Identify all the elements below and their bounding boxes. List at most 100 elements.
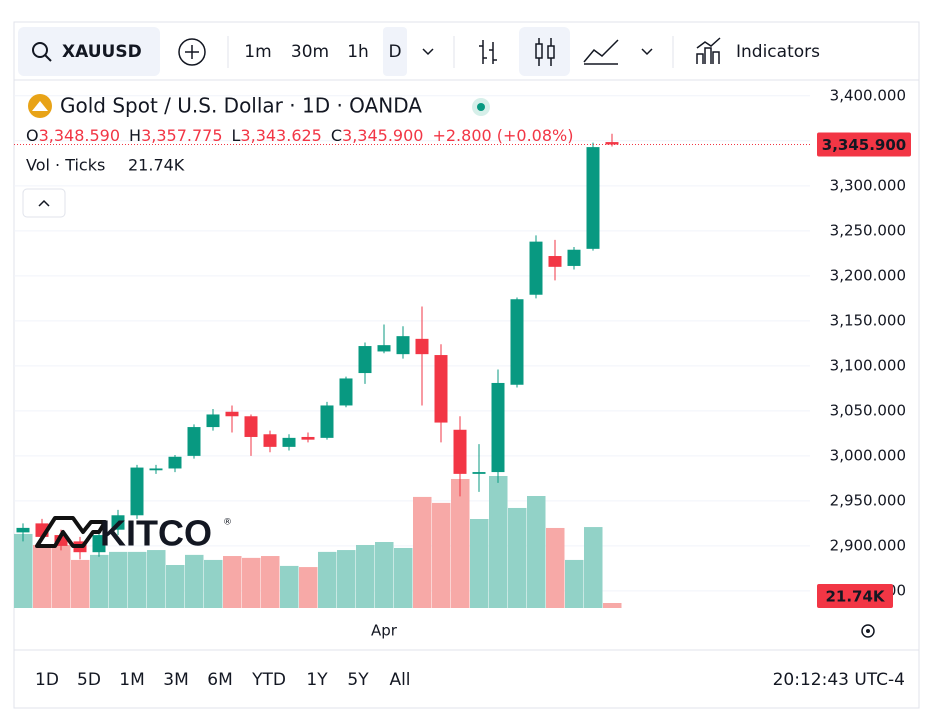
compare-button[interactable] (178, 38, 206, 66)
symbol-search[interactable] (18, 27, 160, 76)
clock: 20:12:43 UTC-4 (773, 670, 905, 690)
ohlc-value: 3,343.625 (240, 126, 321, 145)
volume-badge (817, 584, 893, 608)
settings-icon (866, 629, 870, 633)
interval[interactable]: D (388, 42, 401, 62)
candle-body (548, 256, 562, 267)
candle-body (244, 416, 258, 437)
chevron-up (38, 199, 50, 207)
volume-bar (242, 557, 261, 608)
volume-bar (71, 559, 90, 608)
candle-body (453, 429, 467, 474)
collapse-button[interactable] (22, 188, 66, 218)
area-icon[interactable] (583, 39, 619, 65)
volume-bar (223, 556, 242, 608)
y-tick-label: 3,000.000 (830, 446, 906, 464)
volume-bar (280, 565, 299, 608)
ohlc-value: 3,348.590 (39, 126, 120, 145)
indicators-icon[interactable] (696, 37, 721, 64)
volume-bar (128, 551, 147, 608)
candles-icon (547, 45, 555, 59)
x-tick-label: Apr (371, 622, 398, 640)
bars-icon[interactable] (479, 40, 497, 64)
range-button[interactable]: 1D (35, 670, 59, 690)
volume-legend-value: 21.74K (128, 156, 185, 175)
volume-bar (166, 564, 185, 608)
volume-bar (109, 551, 128, 608)
grid (14, 95, 810, 592)
volume-bar (603, 603, 622, 608)
chevron[interactable] (422, 48, 434, 56)
y-tick-label: 3,250.000 (830, 221, 906, 239)
y-tick-label: 3,300.000 (830, 176, 906, 194)
candle-body (510, 299, 524, 385)
candle-body (396, 336, 410, 355)
last-price-label: 3,345.900 (822, 136, 906, 154)
volume-bar (546, 527, 565, 608)
candle-body (206, 414, 220, 428)
ohlc-key: C (331, 126, 342, 145)
ohlc-key: H (129, 126, 141, 145)
price-axis: 2,850.0002,900.0002,950.0003,000.0003,05… (817, 86, 911, 608)
candle-body (415, 338, 429, 355)
ohlc-value: 3,345.900 (342, 126, 423, 145)
ohlc-key: L (232, 126, 241, 145)
volume-bar (451, 478, 470, 608)
volume-bar (147, 550, 166, 608)
volume-bar (470, 519, 489, 608)
y-tick-label: 3,150.000 (830, 311, 906, 329)
logo-mark (35, 516, 107, 548)
time-axis: Apr (371, 622, 875, 640)
candle-body (377, 345, 391, 352)
candle-body (529, 241, 543, 295)
volume-bar (204, 559, 223, 608)
logo: KITCO ® (35, 513, 232, 554)
range-button[interactable]: All (389, 670, 410, 690)
chart-title: Gold Spot / U.S. Dollar · 1D · OANDA (60, 94, 422, 118)
range-button[interactable]: 5D (77, 670, 101, 690)
indicators-button[interactable]: Indicators (736, 42, 820, 62)
volume-bar (337, 550, 356, 608)
candle-body (491, 382, 505, 473)
interval-active (383, 27, 407, 76)
candle-body (168, 456, 182, 469)
range-button[interactable]: YTD (251, 670, 286, 690)
toolbar: XAUUSD 1m 30m 1h D Indicators (14, 27, 919, 81)
settings-icon[interactable] (861, 624, 875, 638)
volume-bar (565, 559, 584, 608)
candle-body (187, 427, 201, 456)
candle-body (130, 467, 144, 516)
candle-body (320, 405, 334, 438)
plus-icon (185, 45, 199, 59)
candles-button[interactable] (519, 27, 570, 76)
candle-body (16, 527, 30, 533)
range-button[interactable]: 6M (207, 670, 232, 690)
ohlc-legend: O3,348.590 H3,357.775 L3,343.625 C3,345.900… (26, 126, 573, 145)
y-tick-label: 3,100.000 (830, 356, 906, 374)
chevron[interactable] (641, 48, 653, 56)
interval[interactable]: 1m (244, 42, 271, 62)
volume-bar (394, 547, 413, 608)
interval[interactable]: 1h (347, 42, 369, 62)
range-button[interactable]: 1Y (306, 670, 328, 690)
range-button[interactable]: 5Y (347, 670, 369, 690)
candle-body (586, 147, 600, 249)
ohlc-key: O (26, 126, 39, 145)
volume-bar (261, 556, 280, 608)
plot (14, 133, 810, 608)
volume-bar (14, 533, 33, 608)
symbol[interactable]: XAUUSD (62, 42, 142, 62)
interval[interactable]: 30m (291, 42, 329, 62)
candle-body (54, 535, 68, 546)
range-button[interactable]: 1M (119, 670, 144, 690)
candles-icon (535, 43, 543, 59)
candle-body (567, 249, 581, 266)
volume-legend: Vol · Ticks (26, 156, 105, 175)
range-button[interactable]: 3M (163, 670, 188, 690)
y-tick-label: 3,200.000 (830, 266, 906, 284)
volume-bar (90, 554, 109, 608)
volume-bar (584, 527, 603, 608)
volume-bar (527, 496, 546, 608)
candle-body (605, 142, 619, 145)
candle-body (282, 437, 296, 447)
